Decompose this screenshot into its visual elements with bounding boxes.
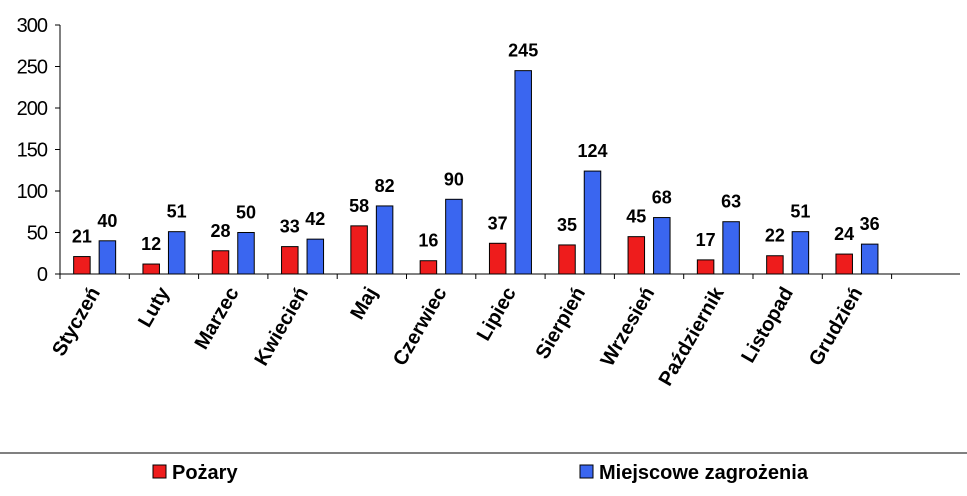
- data-label: 36: [860, 214, 880, 234]
- y-axis: 0 50 100 150 200 250 300: [17, 15, 61, 286]
- data-label: 245: [508, 41, 538, 61]
- data-label: 22: [765, 226, 785, 246]
- bar-pozary: [419, 260, 438, 275]
- bars: [73, 70, 879, 275]
- data-label: 124: [577, 141, 607, 161]
- bar-zagrozenia: [237, 232, 255, 275]
- x-tick-label: Czerwiec: [389, 284, 451, 370]
- bar-pozary: [558, 244, 576, 275]
- bar-zagrozenia: [306, 238, 325, 275]
- legend-label: Pożary: [172, 462, 238, 484]
- bar-zagrozenia: [375, 205, 394, 275]
- y-tick-label: 50: [27, 223, 48, 245]
- legend-swatch: [579, 464, 594, 479]
- data-label: 21: [72, 227, 92, 247]
- data-label: 82: [375, 176, 395, 196]
- y-tick-label: 300: [17, 15, 48, 37]
- bar-zagrozenia: [98, 240, 117, 275]
- bar-zagrozenia: [722, 221, 740, 275]
- data-label: 17: [696, 230, 716, 250]
- bar-pozary: [281, 246, 299, 275]
- data-label: 16: [418, 231, 438, 251]
- bar-pozary: [350, 225, 368, 275]
- data-label: 33: [280, 217, 300, 237]
- data-label: 35: [557, 215, 577, 235]
- data-label: 12: [141, 234, 161, 254]
- bar-zagrozenia: [653, 217, 671, 275]
- bar-pozary: [73, 256, 91, 275]
- x-tick-label: Maj: [346, 284, 382, 324]
- x-axis: Styczeń Luty Marzec Kwiecień Maj Czerwiec Lipi…: [48, 273, 960, 390]
- bar-pozary: [142, 263, 160, 275]
- data-label: 90: [444, 169, 464, 189]
- x-tick-label: Lipiec: [473, 284, 521, 345]
- legend: Pożary Miejscowe zagrożenia: [152, 462, 809, 484]
- x-tick-label: Marzec: [191, 284, 244, 354]
- data-label: 68: [652, 188, 672, 208]
- y-tick-label: 250: [17, 57, 48, 79]
- x-tick-label: Listopad: [737, 284, 798, 367]
- x-tick-label: Kwiecień: [250, 284, 312, 370]
- x-tick-label: Wrzesień: [597, 284, 660, 371]
- legend-item-pozary: Pożary: [152, 462, 238, 484]
- bar-pozary: [488, 242, 507, 275]
- data-label: 28: [210, 221, 230, 241]
- bar-pozary: [627, 236, 646, 275]
- bar-pozary: [211, 250, 230, 275]
- x-tick-label: Październik: [655, 283, 730, 390]
- data-label: 24: [834, 224, 854, 244]
- data-label: 40: [97, 211, 117, 231]
- bar-zagrozenia: [514, 70, 532, 275]
- bar-pozary: [766, 255, 784, 275]
- legend-swatch: [152, 464, 167, 479]
- y-tick-label: 0: [37, 264, 48, 286]
- y-tick-label: 100: [17, 181, 48, 203]
- x-tick-label: Luty: [134, 283, 175, 331]
- y-tick-label: 200: [17, 98, 48, 120]
- data-label: 42: [305, 209, 325, 229]
- data-label: 63: [721, 192, 741, 212]
- x-tick-label: Styczeń: [48, 284, 105, 360]
- bar-zagrozenia: [860, 243, 879, 275]
- x-tick-label: Grudzień: [805, 284, 867, 370]
- x-tick-label: Sierpień: [532, 284, 591, 363]
- legend-label: Miejscowe zagrożenia: [599, 462, 809, 484]
- data-label: 50: [236, 203, 256, 223]
- bar-zagrozenia: [167, 231, 186, 275]
- legend-item-zagrozenia: Miejscowe zagrożenia: [579, 462, 809, 484]
- y-tick-label: 150: [17, 140, 48, 162]
- bar-pozary: [835, 253, 853, 275]
- data-label: 58: [349, 196, 369, 216]
- bar-zagrozenia: [583, 170, 602, 275]
- data-label: 51: [167, 202, 187, 222]
- bar-pozary: [696, 259, 715, 275]
- data-label: 45: [626, 207, 646, 227]
- data-label: 37: [488, 213, 508, 233]
- bar-zagrozenia: [791, 231, 810, 275]
- data-label: 51: [790, 202, 810, 222]
- bar-zagrozenia: [445, 198, 463, 275]
